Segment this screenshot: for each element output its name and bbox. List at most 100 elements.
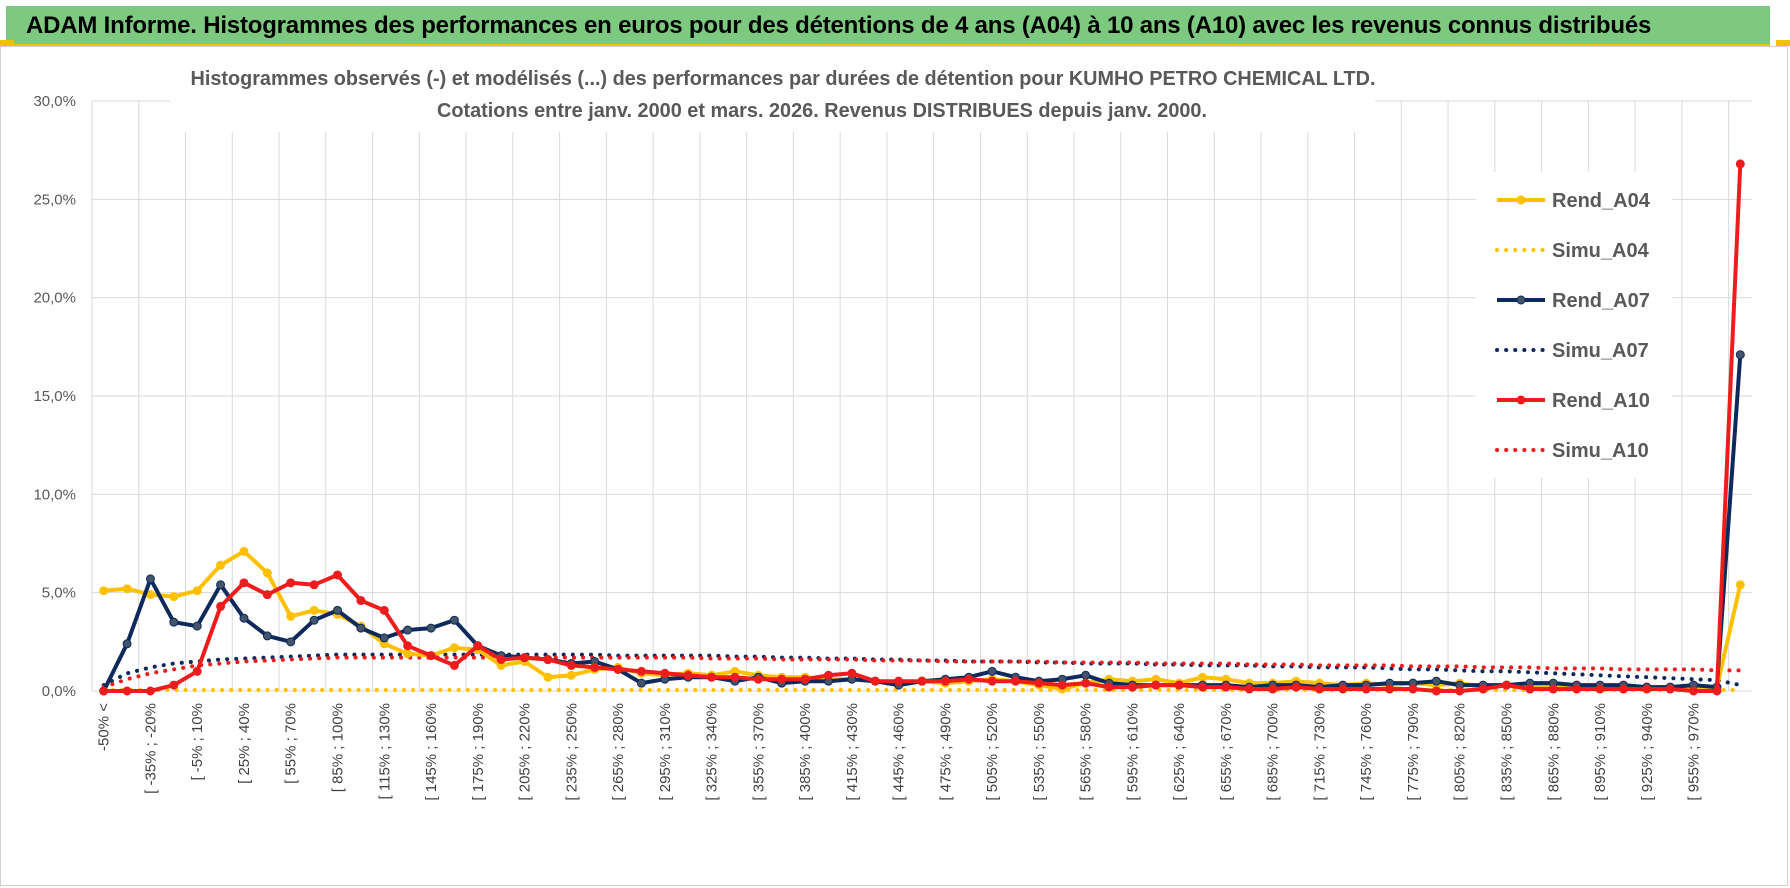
data-point	[426, 623, 436, 633]
y-tick-label: 25,0%	[33, 191, 76, 208]
legend-label: Simu_A04	[1552, 240, 1650, 262]
y-tick-label: 20,0%	[33, 290, 76, 307]
data-point	[1081, 670, 1091, 680]
data-point	[1548, 684, 1558, 694]
data-point	[379, 605, 389, 615]
data-point	[1198, 672, 1208, 682]
data-point	[660, 668, 670, 678]
data-point	[169, 680, 179, 690]
legend-entry-rend-a10[interactable]: Rend_A10	[1497, 390, 1650, 412]
legend-label: Rend_A10	[1552, 390, 1650, 412]
data-point	[99, 686, 109, 696]
data-point	[753, 674, 763, 684]
x-tick-label: [ 415% ; 430%	[844, 703, 861, 801]
data-point	[707, 672, 717, 682]
series-line	[101, 655, 1743, 690]
data-point	[99, 586, 109, 596]
data-point	[1268, 684, 1278, 694]
data-point	[1735, 350, 1745, 360]
data-point	[1502, 680, 1512, 690]
x-tick-label: [ 655% ; 670%	[1218, 703, 1235, 801]
data-point	[262, 590, 272, 600]
data-point	[1361, 684, 1371, 694]
data-point	[1595, 684, 1605, 694]
x-tick-label: [ 745% ; 760%	[1358, 703, 1375, 801]
series-lines	[99, 159, 1745, 696]
legend-entry-rend-a04[interactable]: Rend_A04	[1497, 190, 1651, 212]
data-point	[1642, 684, 1652, 694]
data-point	[262, 631, 272, 641]
x-tick-label: [ 925% ; 940%	[1639, 703, 1656, 801]
data-point	[987, 676, 997, 686]
legend-entry-rend-a07[interactable]: Rend_A07	[1497, 290, 1650, 312]
data-point	[987, 666, 997, 676]
data-point	[1244, 684, 1254, 694]
corner-accent-right	[1776, 40, 1790, 46]
data-point	[1057, 680, 1067, 690]
x-tick-label: [ 55% ; 70%	[283, 703, 300, 784]
data-point	[1034, 678, 1044, 688]
corner-accent-left	[0, 40, 14, 46]
x-tick-label: [ 835% ; 850%	[1499, 703, 1516, 801]
data-point	[449, 643, 459, 653]
series-simu-a10	[101, 655, 1743, 690]
x-tick-label: [ 715% ; 730%	[1311, 703, 1328, 801]
data-point	[1011, 676, 1021, 686]
x-tick-label: [ 565% ; 580%	[1078, 703, 1095, 801]
x-tick-label: [ 475% ; 490%	[937, 703, 954, 801]
legend-marker	[1516, 395, 1526, 405]
data-point	[917, 676, 927, 686]
legend-label: Rend_A04	[1552, 190, 1651, 212]
title-background	[170, 64, 1375, 132]
data-point	[286, 611, 296, 621]
data-point	[1618, 684, 1628, 694]
legend-entry-simu-a04[interactable]: Simu_A04	[1495, 240, 1650, 262]
x-tick-label: [ 445% ; 460%	[891, 703, 908, 801]
legend-label: Simu_A07	[1552, 340, 1649, 362]
data-point	[286, 637, 296, 647]
data-point	[473, 641, 483, 651]
data-point	[496, 655, 506, 665]
data-point	[636, 666, 646, 676]
data-point	[823, 670, 833, 680]
data-point	[1081, 678, 1091, 688]
data-point	[566, 670, 576, 680]
data-point	[590, 662, 600, 672]
x-tick-label: [ -5% ; 10%	[189, 703, 206, 781]
data-point	[1127, 682, 1137, 692]
legend-label: Rend_A07	[1552, 290, 1650, 312]
y-tick-label: 15,0%	[33, 388, 76, 405]
y-tick-label: 5,0%	[42, 585, 76, 602]
data-point	[216, 560, 226, 570]
data-point	[145, 686, 155, 696]
data-point	[1314, 684, 1324, 694]
data-point	[309, 580, 319, 590]
legend-entry-simu-a07[interactable]: Simu_A07	[1495, 340, 1649, 362]
chart-title-line-2: Cotations entre janv. 2000 et mars. 2026…	[437, 100, 1207, 122]
x-tick-label: -50% <	[96, 703, 113, 751]
data-point	[1408, 684, 1418, 694]
x-tick-label: [ 115% ; 130%	[376, 703, 393, 799]
legend-entry-simu-a10[interactable]: Simu_A10	[1495, 440, 1649, 462]
series-rend-a10	[99, 159, 1745, 696]
x-tick-label: [ 385% ; 400%	[797, 703, 814, 801]
x-tick-label: [ 505% ; 520%	[984, 703, 1001, 801]
data-point	[1478, 684, 1488, 694]
data-point	[239, 613, 249, 623]
x-tick-label: [ 595% ; 610%	[1124, 703, 1141, 801]
data-point	[1455, 686, 1465, 696]
data-point	[1338, 684, 1348, 694]
data-point	[192, 586, 202, 596]
x-tick-label: [ 25% ; 40%	[236, 703, 253, 784]
x-tick-label: [ 295% ; 310%	[657, 703, 674, 801]
data-point	[332, 570, 342, 580]
data-point	[964, 674, 974, 684]
data-point	[309, 605, 319, 615]
legend-label: Simu_A10	[1552, 440, 1649, 462]
y-tick-label: 30,0%	[33, 93, 76, 110]
data-point	[1221, 682, 1231, 692]
data-point	[122, 686, 132, 696]
x-tick-label: [ 865% ; 880%	[1545, 703, 1562, 801]
data-point	[683, 670, 693, 680]
